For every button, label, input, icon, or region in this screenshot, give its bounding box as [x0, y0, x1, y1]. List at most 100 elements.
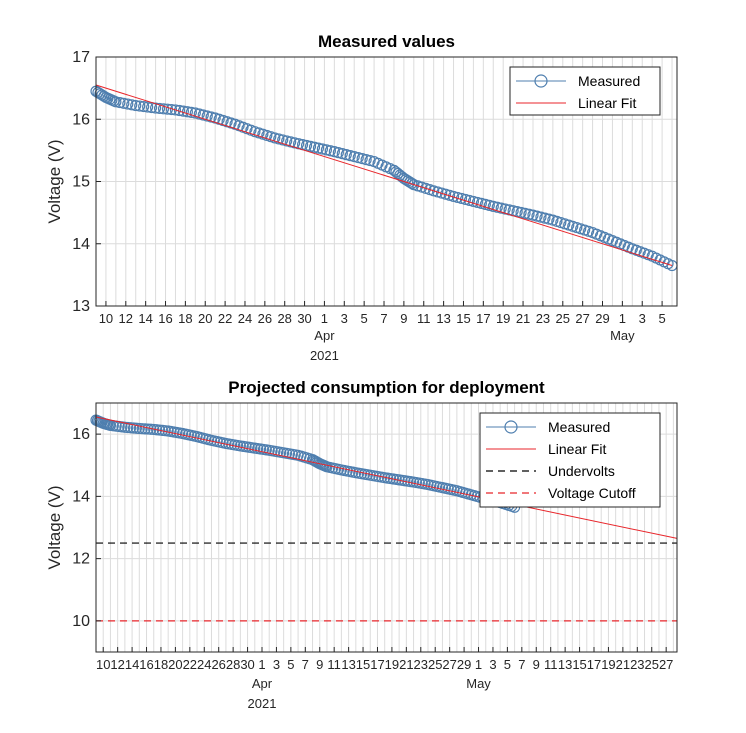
data-point: [130, 99, 142, 112]
data-point: [265, 131, 277, 143]
data-point: [352, 151, 364, 164]
x-tick-label: 7: [380, 311, 387, 326]
legend-label: Measured: [578, 73, 640, 89]
data-point: [324, 145, 336, 157]
data-point: [116, 421, 128, 433]
x-tick-labels: 10 12 14 16 18 20 22 24 26 28 30 1 3 5 7 9 11 13 15 17 19 21 2…: [96, 647, 673, 711]
data-point: [602, 233, 615, 245]
data-point: [308, 141, 321, 153]
y-tick-labels: 13 14 15 16 17: [72, 49, 101, 315]
y-tick-label: 16: [72, 426, 90, 443]
x-tick-label: 15: [456, 311, 470, 326]
year-label: 2021: [310, 348, 339, 363]
data-point: [360, 153, 372, 166]
series-linear-fit: [95, 84, 673, 267]
data-point: [289, 137, 301, 149]
legend-label: Undervolts: [548, 463, 615, 479]
legend-measured: Measured: [486, 419, 610, 435]
legend-label: Linear Fit: [578, 95, 636, 111]
data-point: [205, 111, 217, 123]
legend-marker: [534, 74, 548, 88]
x-tick-label: 5: [658, 311, 665, 326]
x-tick-label: 28: [277, 311, 291, 326]
data-point: [531, 210, 543, 222]
data-point: [134, 100, 146, 112]
data-point: [312, 142, 325, 154]
x-tick-label: 12: [119, 311, 133, 326]
legend: Measured Linear Fit Undervolts Voltage Cuto…: [479, 412, 661, 508]
data-point: [535, 211, 547, 223]
y-tick-label: 17: [72, 49, 90, 66]
data-point: [348, 151, 360, 163]
x-tick-label: 17: [370, 657, 384, 672]
data-point: [519, 207, 531, 219]
legend-label: Voltage Cutoff: [548, 485, 636, 501]
x-tick-label: 15: [356, 657, 370, 672]
data-point: [277, 134, 289, 146]
data-point: [406, 177, 418, 189]
data-point: [126, 99, 138, 111]
x-tick-label: 19: [385, 657, 399, 672]
data-point: [289, 449, 301, 461]
data-point: [173, 104, 186, 117]
data-point: [479, 198, 491, 211]
data-point: [563, 219, 575, 231]
x-tick-label: 21: [399, 657, 413, 672]
data-point: [189, 107, 201, 119]
x-tick-label: 18: [154, 657, 168, 672]
data-point: [495, 202, 507, 214]
x-tick-label: 25: [645, 657, 659, 672]
legend-box: [509, 66, 661, 116]
x-tick-label: 24: [197, 657, 211, 672]
x-tick-label: 16: [158, 311, 172, 326]
month-label: Apr: [252, 676, 273, 691]
y-tick-labels: 10 12 14 16: [72, 426, 101, 630]
legend-linear-fit: Linear Fit: [486, 441, 606, 457]
x-tick-label: 7: [518, 657, 525, 672]
fit-line: [95, 416, 678, 539]
year-label: 2021: [248, 696, 277, 711]
x-tick-label: 27: [575, 311, 589, 326]
data-point: [122, 98, 134, 110]
x-tick-label: 1: [321, 311, 328, 326]
data-point: [364, 154, 376, 167]
y-tick-label: 10: [72, 613, 90, 630]
data-point: [332, 147, 344, 159]
data-point: [245, 124, 257, 136]
data-point: [114, 96, 126, 109]
x-tick-label: 5: [287, 657, 294, 672]
legend-linear-fit: Linear Fit: [516, 95, 636, 111]
legend-label: Linear Fit: [548, 441, 606, 457]
x-tick-label: 9: [316, 657, 323, 672]
data-point: [499, 203, 511, 215]
x-tick-label: 13: [436, 311, 450, 326]
y-tick-label: 12: [72, 551, 90, 568]
x-tick-label: 3: [273, 657, 280, 672]
x-tick-labels: 10 12 14 16 18 20 22 24 26 28 30 1 3 5 7 9 11 13 15 17 19 21 2…: [99, 301, 666, 363]
y-tick-label: 16: [72, 111, 90, 128]
x-tick-label: 17: [476, 311, 490, 326]
data-point: [169, 104, 182, 116]
x-tick-label: 10: [99, 311, 113, 326]
data-point: [475, 197, 487, 210]
data-point: [275, 446, 287, 458]
data-point: [316, 143, 329, 155]
x-tick-label: 9: [400, 311, 407, 326]
data-point: [149, 102, 162, 114]
data-point: [281, 135, 293, 147]
series-measured: [90, 85, 678, 272]
data-point: [523, 208, 535, 220]
x-tick-label: 13: [558, 657, 572, 672]
y-tick-label: 13: [72, 298, 90, 315]
y-tick-label: 14: [72, 488, 90, 505]
data-point: [662, 258, 674, 270]
x-tick-label: 5: [504, 657, 511, 672]
data-point: [443, 189, 456, 201]
x-tick-label: 27: [442, 657, 456, 672]
data-point: [419, 478, 431, 490]
x-tick-label: 27: [659, 657, 673, 672]
x-tick-label: 16: [139, 657, 153, 672]
